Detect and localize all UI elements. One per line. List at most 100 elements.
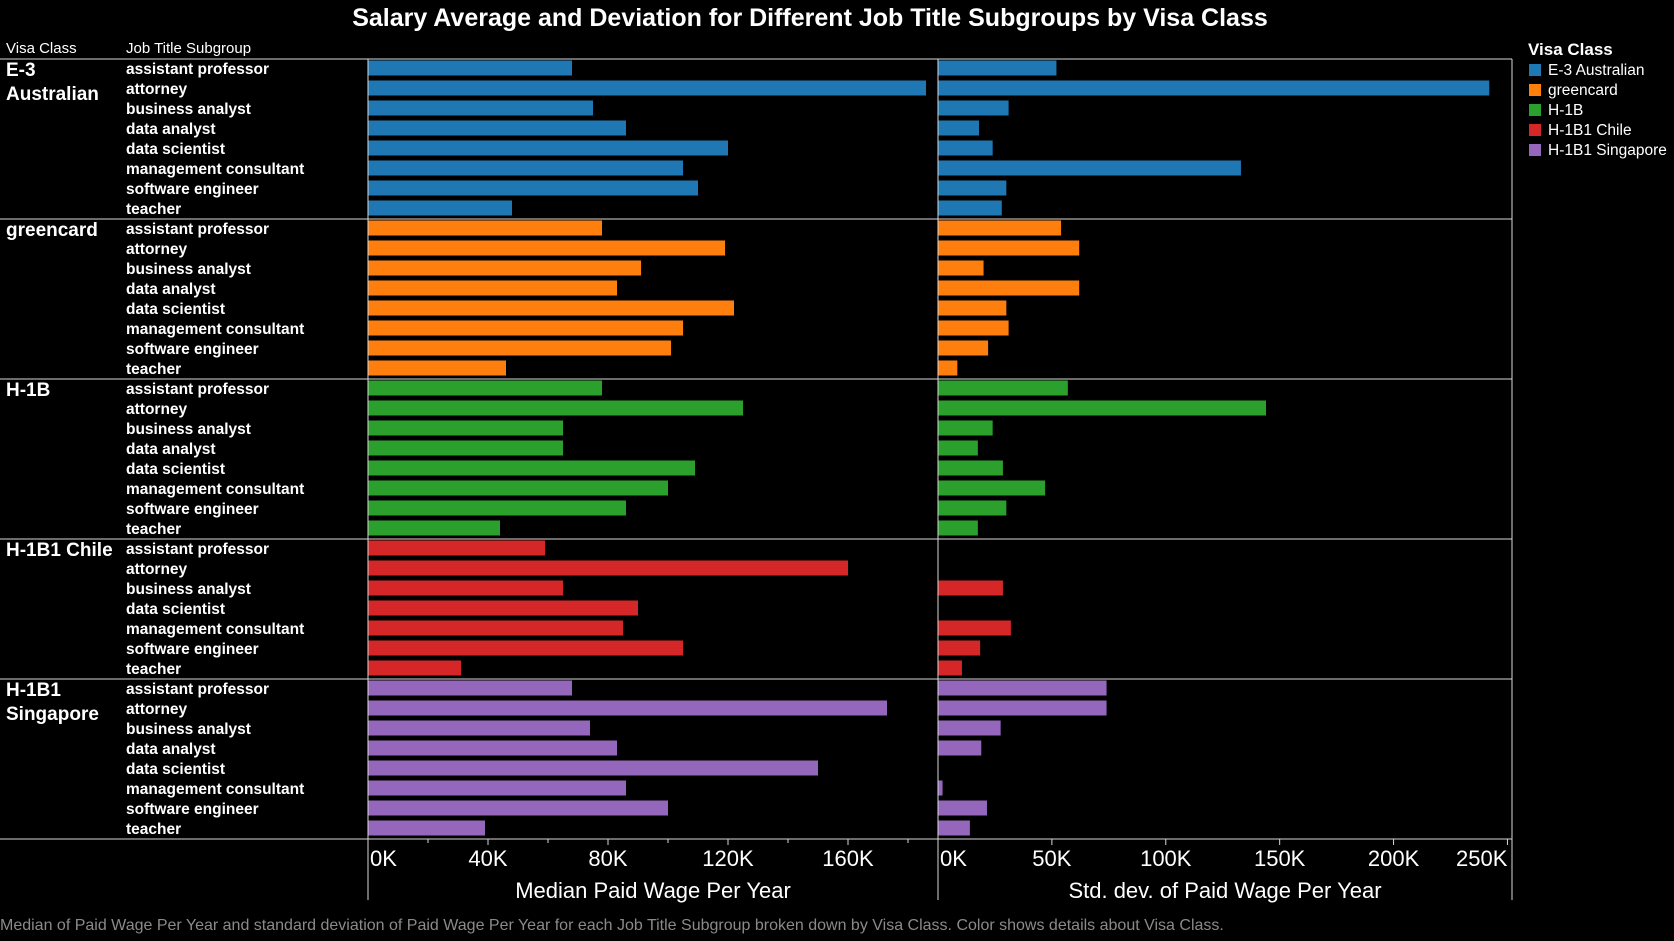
stddev-bar-h-1b1-chile-software-engineer xyxy=(938,640,981,656)
subgroup-label: data scientist xyxy=(126,301,225,318)
subgroup-label: business analyst xyxy=(126,261,251,278)
legend-swatch-h-1b1-chile xyxy=(1529,124,1541,136)
median-bar-h-1b-data-scientist xyxy=(368,460,695,476)
subgroup-label: attorney xyxy=(126,561,188,578)
stddev-bar-e-3-australian-management-consultant xyxy=(938,160,1241,176)
x-tick-label-left: 40K xyxy=(468,846,507,871)
subgroup-label: assistant professor xyxy=(126,381,269,398)
median-bar-e-3-australian-software-engineer xyxy=(368,180,698,196)
subgroup-label: data analyst xyxy=(126,121,216,138)
subgroup-label: data scientist xyxy=(126,601,225,618)
median-bar-h-1b1-chile-attorney xyxy=(368,560,848,576)
subgroup-label: software engineer xyxy=(126,501,259,518)
stddev-bar-h-1b-assistant-professor xyxy=(938,380,1068,396)
stddev-bar-h-1b-software-engineer xyxy=(938,500,1007,516)
x-tick-label-right: 100K xyxy=(1140,846,1192,871)
stddev-bar-h-1b1-singapore-software-engineer xyxy=(938,800,987,816)
median-bar-h-1b1-singapore-teacher xyxy=(368,820,485,836)
subgroup-label: teacher xyxy=(126,201,181,218)
subgroup-label: teacher xyxy=(126,361,181,378)
median-bar-h-1b1-singapore-management-consultant xyxy=(368,780,626,796)
row-area: E-3 Australian assistant professor attorney… xyxy=(0,60,1512,840)
median-bar-e-3-australian-business-analyst xyxy=(368,100,593,116)
subgroup-label: data analyst xyxy=(126,281,216,298)
x-tick-label-left: 0K xyxy=(370,846,397,871)
x-tick-label-left: 160K xyxy=(822,846,874,871)
stddev-bar-greencard-data-scientist xyxy=(938,300,1007,316)
subgroup-label: attorney xyxy=(126,241,188,258)
stddev-bar-greencard-data-analyst xyxy=(938,280,1080,296)
median-bar-greencard-data-analyst xyxy=(368,280,617,296)
stddev-bar-e-3-australian-attorney xyxy=(938,80,1490,96)
median-bar-h-1b-software-engineer xyxy=(368,500,626,516)
x-axis-label-left: Median Paid Wage Per Year xyxy=(515,878,791,903)
median-bar-h-1b1-chile-software-engineer xyxy=(368,640,683,656)
median-bar-h-1b1-singapore-data-scientist xyxy=(368,760,818,776)
subgroup-label: assistant professor xyxy=(126,221,269,238)
subgroup-label: software engineer xyxy=(126,341,259,358)
x-tick-label-right: 200K xyxy=(1368,846,1420,871)
subgroup-label: management consultant xyxy=(126,621,304,638)
subgroup-label: teacher xyxy=(126,821,181,838)
group-label-e-3-australian: Australian xyxy=(6,84,99,105)
stddev-bar-greencard-teacher xyxy=(938,360,958,376)
median-bar-e-3-australian-data-analyst xyxy=(368,120,626,136)
subgroup-label: attorney xyxy=(126,81,188,98)
stddev-bar-e-3-australian-software-engineer xyxy=(938,180,1007,196)
subgroup-label: attorney xyxy=(126,401,188,418)
median-bar-h-1b-assistant-professor xyxy=(368,380,602,396)
bars xyxy=(368,60,1490,836)
chart-caption: Median of Paid Wage Per Year and standar… xyxy=(0,917,1224,934)
median-bar-h-1b1-singapore-attorney xyxy=(368,700,887,716)
median-bar-greencard-software-engineer xyxy=(368,340,671,356)
stddev-bar-e-3-australian-teacher xyxy=(938,200,1002,216)
stddev-bar-greencard-assistant-professor xyxy=(938,220,1061,236)
stddev-bar-greencard-software-engineer xyxy=(938,340,989,356)
subgroup-label: data analyst xyxy=(126,741,216,758)
legend: Visa Class E-3 Australian greencard H-1B H-… xyxy=(1528,40,1667,159)
subgroup-label: data analyst xyxy=(126,441,216,458)
subgroup-label: management consultant xyxy=(126,781,304,798)
legend-swatch-h-1b xyxy=(1529,104,1541,116)
x-axis-label-right: Std. dev. of Paid Wage Per Year xyxy=(1068,878,1381,903)
x-tick-label-left: 120K xyxy=(702,846,754,871)
median-bar-greencard-teacher xyxy=(368,360,506,376)
median-bar-e-3-australian-assistant-professor xyxy=(368,60,572,76)
group-label-h-1b1-singapore: Singapore xyxy=(6,704,99,725)
x-tick-label-left: 80K xyxy=(588,846,627,871)
stddev-bar-e-3-australian-assistant-professor xyxy=(938,60,1057,76)
stddev-bar-h-1b-management-consultant xyxy=(938,480,1046,496)
subgroup-label: software engineer xyxy=(126,181,259,198)
median-bar-h-1b-data-analyst xyxy=(368,440,563,456)
legend-swatch-h-1b1-singapore xyxy=(1529,144,1541,156)
subgroup-label: software engineer xyxy=(126,641,259,658)
subgroup-label: business analyst xyxy=(126,581,251,598)
subgroup-label: management consultant xyxy=(126,161,304,178)
median-bar-greencard-data-scientist xyxy=(368,300,734,316)
x-tick-label-right: 250K xyxy=(1456,846,1508,871)
group-label-h-1b1-chile: H-1B1 Chile xyxy=(6,540,113,561)
subgroup-label: business analyst xyxy=(126,421,251,438)
median-bar-h-1b1-chile-data-scientist xyxy=(368,600,638,616)
x-tick-label-right: 0K xyxy=(940,846,967,871)
chart-title: Salary Average and Deviation for Differe… xyxy=(352,4,1268,32)
x-tick-label-right: 150K xyxy=(1254,846,1306,871)
legend-label-h-1b: H-1B xyxy=(1548,102,1583,119)
stddev-bar-h-1b1-singapore-teacher xyxy=(938,820,970,836)
stddev-bar-h-1b1-singapore-business-analyst xyxy=(938,720,1001,736)
median-bar-greencard-management-consultant xyxy=(368,320,683,336)
median-bar-h-1b-business-analyst xyxy=(368,420,563,436)
subgroup-label: business analyst xyxy=(126,721,251,738)
axes: 0K 40K 80K 120K 160K Median Paid Wage Per Yea… xyxy=(0,58,1513,903)
stddev-bar-h-1b-business-analyst xyxy=(938,420,993,436)
stddev-bar-greencard-business-analyst xyxy=(938,260,984,276)
subgroup-label: data scientist xyxy=(126,141,225,158)
median-bar-greencard-attorney xyxy=(368,240,725,256)
median-bar-h-1b1-singapore-software-engineer xyxy=(368,800,668,816)
subgroup-label: teacher xyxy=(126,521,181,538)
legend-label-e-3-australian: E-3 Australian xyxy=(1548,62,1645,79)
stddev-bar-h-1b1-singapore-assistant-professor xyxy=(938,680,1107,696)
legend-label-greencard: greencard xyxy=(1548,82,1618,99)
